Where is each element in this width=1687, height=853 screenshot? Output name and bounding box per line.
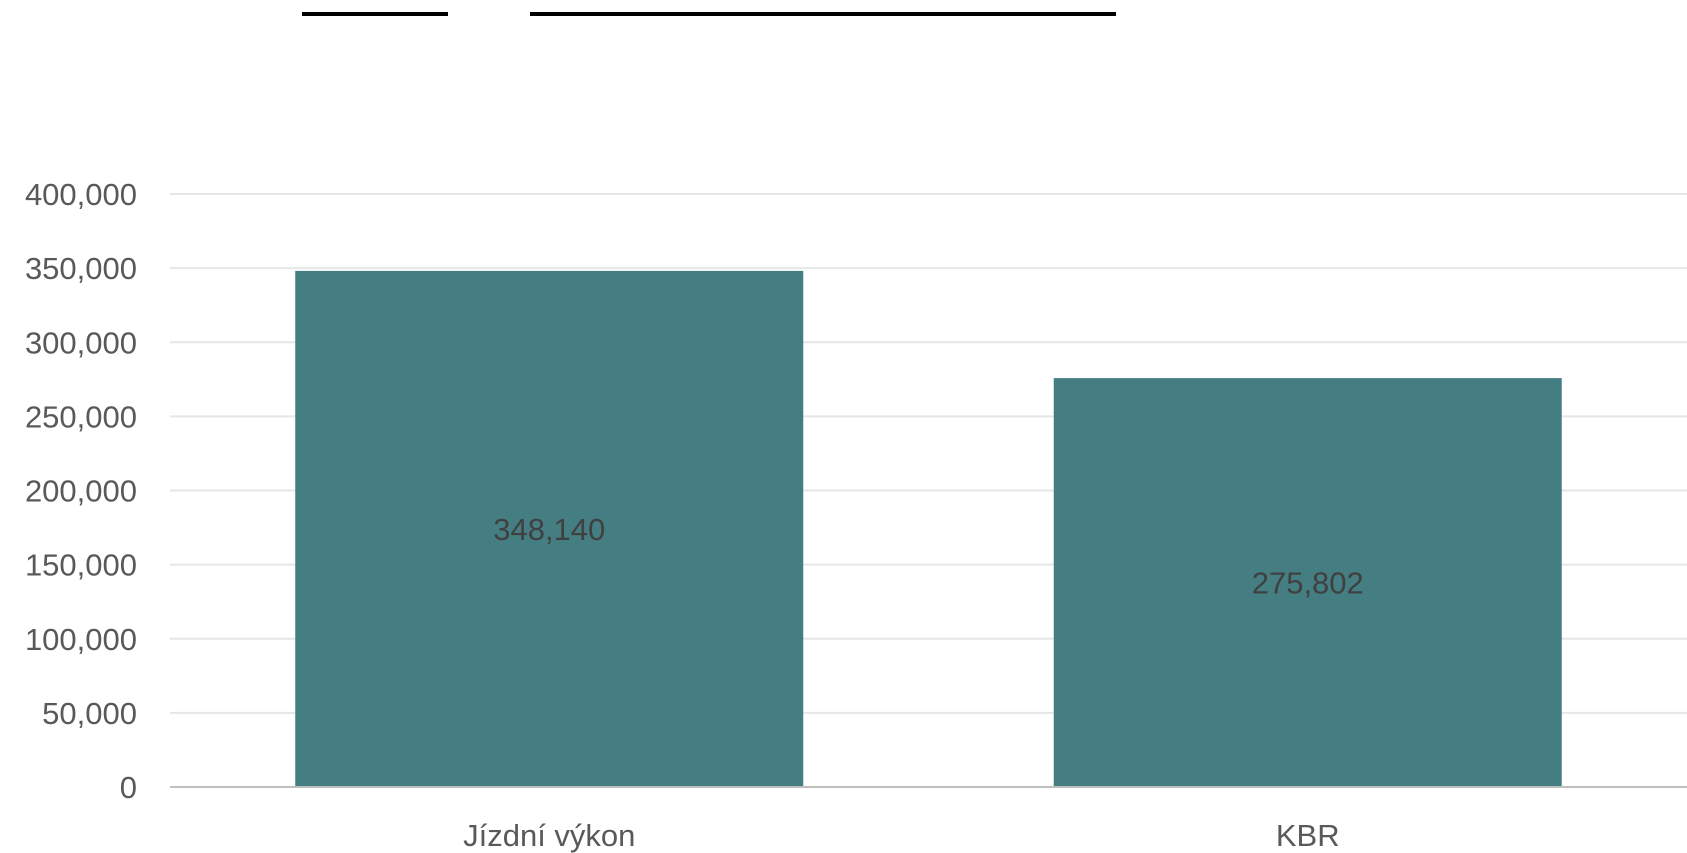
x-category-label: KBR bbox=[1276, 818, 1340, 853]
y-axis-tick-labels: 0 50,000 100,000 150,000 200,000 250,000 300,0… bbox=[25, 177, 137, 805]
y-tick-label: 150,000 bbox=[25, 548, 137, 583]
bars bbox=[295, 270, 1562, 787]
data-label: 348,140 bbox=[493, 512, 605, 547]
x-category-label: Jízdní výkon bbox=[463, 818, 635, 853]
data-labels: 348,140 275,802 bbox=[493, 512, 1364, 601]
y-tick-label: 350,000 bbox=[25, 251, 137, 286]
x-axis-category-labels: Jízdní výkon KBR bbox=[463, 818, 1340, 853]
bar bbox=[295, 270, 804, 787]
y-tick-label: 0 bbox=[120, 770, 137, 805]
y-tick-label: 400,000 bbox=[25, 177, 137, 212]
y-tick-label: 100,000 bbox=[25, 622, 137, 657]
data-label: 275,802 bbox=[1252, 566, 1364, 601]
y-tick-label: 200,000 bbox=[25, 474, 137, 509]
y-tick-label: 50,000 bbox=[42, 696, 137, 731]
y-tick-label: 250,000 bbox=[25, 399, 137, 434]
y-tick-label: 300,000 bbox=[25, 325, 137, 360]
bar bbox=[1053, 378, 1562, 787]
